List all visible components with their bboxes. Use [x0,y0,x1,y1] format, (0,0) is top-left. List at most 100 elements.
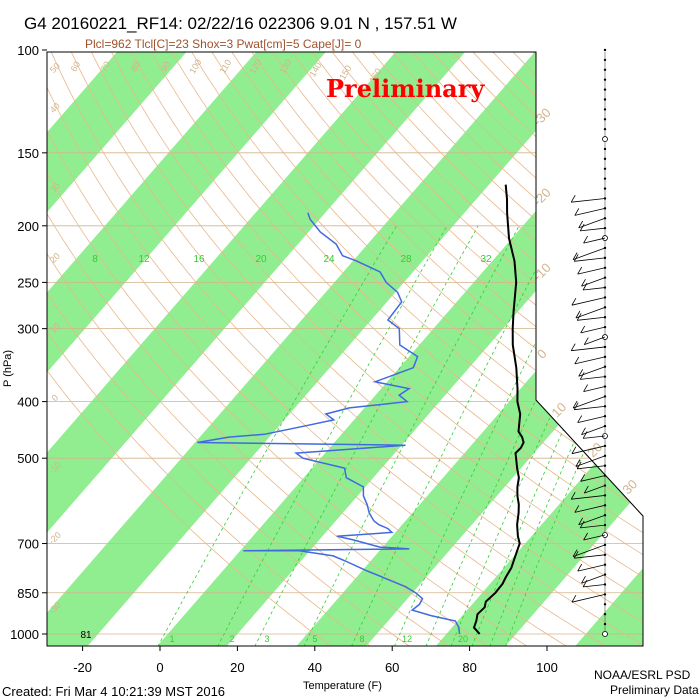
dry-adiabat [150,52,643,646]
wind-barb-flag [570,492,576,500]
mixing-ratio-label: 12 [138,254,150,265]
wind-barb-flag [572,252,578,260]
wind-barb [574,356,606,365]
mixing-ratio-line [157,225,397,646]
wind-barb-flag [574,208,580,216]
wind-barb [580,326,606,334]
wind-barb [574,257,606,262]
dry-adiabat [47,52,410,646]
wind-barb-flag [581,427,586,435]
dry-adiabat [47,52,489,646]
wind-barb [577,465,606,470]
x-tick-label: 60 [385,660,399,675]
x-axis-label: Temperature (F) [303,680,382,692]
barb-calm [602,136,608,142]
wind-barb [575,306,606,319]
credit-org: NOAA/ESRL PSD [594,668,691,682]
dry-adiabat [210,52,643,646]
wind-barb [580,376,606,380]
barb-dot [603,325,607,329]
wind-barb [577,564,606,572]
wind-barb [571,594,606,603]
barb-dot [603,147,607,151]
wind-barb [580,227,606,232]
mixing-ratio-label: 28 [400,254,412,265]
wind-barb-flag [573,551,579,559]
wind-barb [580,524,606,529]
mixing-ratio-label: 1 [169,634,174,644]
x-tick-label: 100 [536,660,558,675]
dry-adiabat [130,52,643,646]
wind-barb-flag [581,576,586,584]
chart-title: G4 20160221_RF14: 02/22/16 022306 9.01 N… [24,14,457,33]
x-tick-label: 20 [230,660,244,675]
adiabat-label: 90 [159,60,173,74]
mixing-ratio-label: 2 [229,634,234,644]
mixing-ratio-label: 24 [323,254,335,265]
wind-barb-flag [578,220,584,229]
x-tick-label: 40 [308,660,322,675]
wind-barb [583,435,606,439]
wind-barb [574,504,606,513]
y-tick-label: 500 [17,451,39,466]
mixing-ratio-line [351,225,560,646]
mixing-ratio-label: 16 [193,254,205,265]
wind-barb [578,217,606,229]
wind-barb [581,574,606,584]
barb-dot [603,316,607,319]
isotherm-band [47,52,232,646]
dry-adiabat [250,52,643,646]
barb-dot [603,177,607,180]
y-axis-label: P (hPa) [2,349,14,387]
dry-adiabat [290,52,643,646]
wind-barb-flag [583,235,588,244]
wind-barb [583,534,606,541]
wind-barb-flag [571,595,577,603]
wind-barb-flag [573,402,579,410]
barb-dot [603,474,607,477]
dry-adiabat [230,52,643,646]
barb-dot [603,415,607,418]
wind-barb-flag [577,415,583,423]
y-tick-label: 850 [17,586,39,601]
adiabat-label: 100 [187,57,203,75]
isotherm-label: 50 [48,61,62,75]
y-tick-label: 200 [17,219,39,234]
isotherm-label: -20 [530,185,554,209]
barb-dot [603,603,607,606]
wind-barb [578,366,606,377]
y-tick-label: 700 [17,537,39,552]
barb-dot [603,68,607,71]
wind-barb [574,405,606,411]
wind-barb-flag [573,254,579,262]
barb-dot [603,187,607,190]
barb-dot [603,613,607,616]
adiabat-label: 70 [99,60,113,74]
wind-barb-flag [579,223,585,232]
wind-barb-flag [574,505,580,513]
wind-barb [583,237,606,244]
barb-dot [603,118,607,121]
barb-calm [602,631,608,637]
wind-barb [577,415,606,423]
dry-adiabat [90,52,643,646]
wind-barb-flag [570,195,576,203]
wind-barb [577,316,606,321]
sounding-profiles [197,184,525,635]
created-timestamp: Created: Fri Mar 4 10:21:39 MST 2016 [2,684,226,699]
wind-barb-flag [583,485,589,494]
x-tick-label: 0 [156,660,163,675]
wind-barb-flag [579,372,585,380]
isotherm-band [47,52,643,646]
y-tick-label: 250 [17,275,39,290]
credit-note: Preliminary Data [610,683,699,697]
dry-adiabat [69,52,643,646]
y-tick-label: 1000 [10,627,39,642]
dry-adiabat [47,52,528,646]
wind-barb [581,277,606,287]
wind-barb [574,207,606,216]
mixing-ratio-label: 12 [402,634,412,644]
barb-dot [603,127,607,131]
